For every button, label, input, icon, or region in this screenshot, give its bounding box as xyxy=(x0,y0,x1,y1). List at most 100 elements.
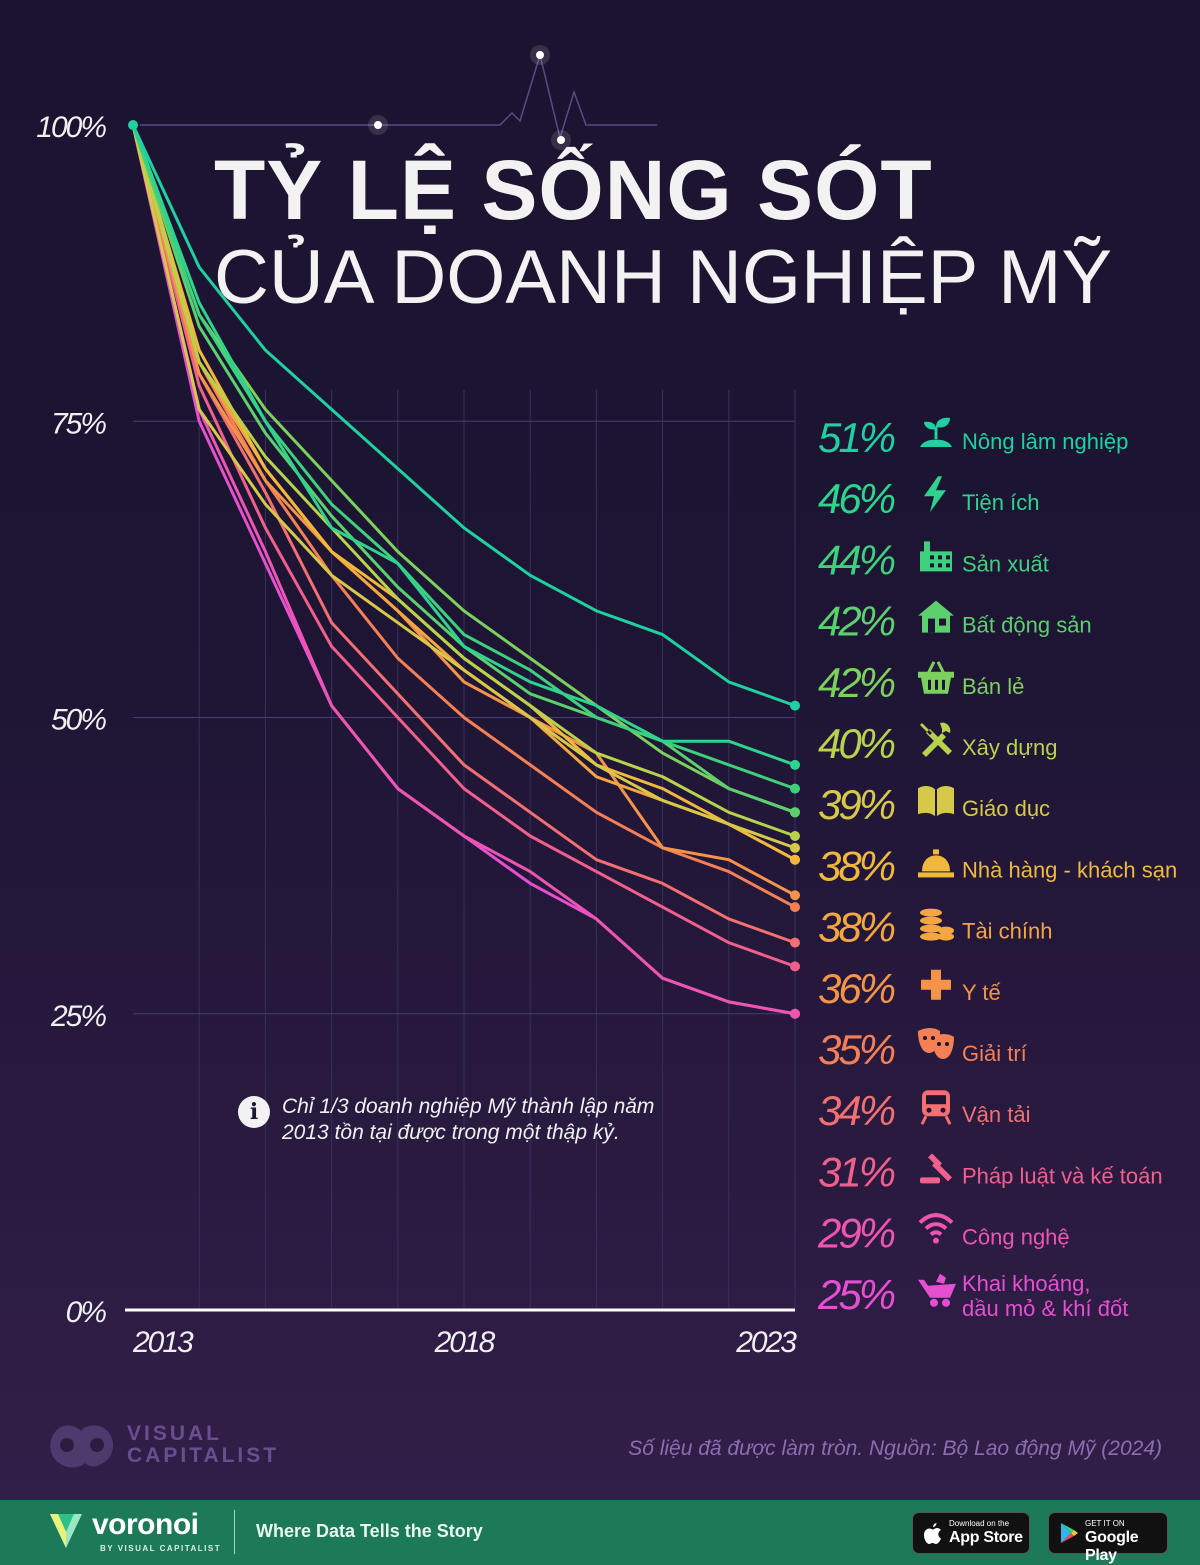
legend-label: Xây dựng xyxy=(962,735,1057,760)
legend-item: 44% Sản xuất xyxy=(818,536,1049,583)
lightning-icon xyxy=(924,476,946,513)
legend-percent: 42% xyxy=(818,659,895,706)
app-store-small-text: Download on the xyxy=(949,1519,1010,1528)
y-tick-label: 0% xyxy=(66,1296,107,1329)
wheelbarrow-icon xyxy=(918,1273,956,1307)
legend-label: Giáo dục xyxy=(962,796,1050,821)
series-line xyxy=(131,123,797,1016)
series-line xyxy=(131,123,797,767)
factory-icon xyxy=(920,541,952,572)
series-line xyxy=(131,123,797,909)
series-end-point xyxy=(790,700,800,711)
sparkle-dot xyxy=(557,136,565,144)
y-tick-label: 50% xyxy=(51,704,106,737)
legend-percent: 42% xyxy=(818,598,895,645)
legend-percent: 44% xyxy=(818,536,895,583)
google-play-button[interactable]: GET IT ON Google Play xyxy=(1048,1512,1168,1564)
legend-percent: 51% xyxy=(818,414,895,461)
legend-item: 39% Giáo dục xyxy=(818,781,1050,828)
legend-item: 46% Tiện ích xyxy=(818,475,1039,522)
legend-percent: 31% xyxy=(818,1148,895,1195)
legend-item: 25% Khai khoáng,dầu mỏ & khí đốt xyxy=(817,1271,1128,1321)
legend-label: dầu mỏ & khí đốt xyxy=(962,1296,1128,1321)
series-line xyxy=(131,123,797,968)
survival-chart: 100% 75% 50% 25% 0% 2013 2018 2023 51% Nông lâm… xyxy=(36,51,1178,1359)
footer-tagline: Where Data Tells the Story xyxy=(256,1521,483,1541)
chart-grid xyxy=(125,390,796,1312)
x-tick-label: 2023 xyxy=(735,1326,797,1359)
series-end-point xyxy=(790,890,800,901)
series-line xyxy=(131,123,797,814)
source-note: Số liệu đã được làm tròn. Nguồn: Bộ Lao … xyxy=(628,1437,1162,1460)
vc-word-2: CAPITALIST xyxy=(127,1444,280,1467)
legend-label: Công nghệ xyxy=(962,1225,1070,1250)
series-lines xyxy=(128,120,800,1019)
apple-icon xyxy=(924,1523,941,1544)
legend-item: 42% Bất động sản xyxy=(818,598,1092,645)
legend-item: 51% Nông lâm nghiệp xyxy=(818,414,1128,461)
legend-item: 40% Xây dựng xyxy=(818,720,1057,767)
wifi-icon xyxy=(918,1213,954,1244)
google-play-small-text: GET IT ON xyxy=(1085,1519,1125,1528)
legend-item: 35% Giải trí xyxy=(818,1026,1027,1073)
sparkline xyxy=(140,52,657,141)
x-axis-ticks: 2013 2018 2023 xyxy=(132,1326,799,1359)
x-tick-label: 2018 xyxy=(434,1326,496,1359)
legend-percent: 38% xyxy=(818,904,895,951)
visual-capitalist-wordmark: VISUAL CAPITALIST xyxy=(127,1423,279,1467)
footer-bar: voronoi BY VISUAL CAPITALIST Where Data … xyxy=(0,1500,1200,1565)
legend-item: 38% Nhà hàng - khách sạn xyxy=(818,842,1177,889)
series-end-point xyxy=(790,902,800,913)
series-end-point xyxy=(790,854,800,865)
legend-label: Sản xuất xyxy=(962,551,1049,576)
legend-item: 31% Pháp luật và kế toán xyxy=(818,1148,1163,1195)
legend-label: Khai khoáng, xyxy=(962,1271,1090,1296)
voronoi-logo-icon xyxy=(50,1514,82,1548)
info-icon: i xyxy=(238,1096,270,1128)
legend-item: 38% Tài chính xyxy=(818,904,1053,951)
masks-icon xyxy=(918,1028,954,1059)
legend-label: Bán lẻ xyxy=(962,674,1024,699)
legend: 51% Nông lâm nghiệp 46% Tiện ích 44% Sản xuất… xyxy=(817,414,1177,1321)
voronoi-brand[interactable]: voronoi xyxy=(92,1508,199,1541)
series-end-point xyxy=(790,831,800,841)
title-line-1: TỶ LỆ SỐNG SÓT xyxy=(214,143,933,237)
vc-word-1: VISUAL xyxy=(127,1422,223,1445)
legend-item: 42% Bán lẻ xyxy=(818,659,1024,706)
legend-label: Giải trí xyxy=(962,1041,1027,1066)
legend-label: Tiện ích xyxy=(962,490,1039,515)
voronoi-brand-sub: BY VISUAL CAPITALIST xyxy=(100,1544,222,1553)
legend-percent: 34% xyxy=(818,1087,895,1134)
legend-item: 29% Công nghệ xyxy=(817,1210,1070,1257)
gavel-icon xyxy=(920,1153,952,1184)
legend-percent: 36% xyxy=(818,965,895,1012)
house-icon xyxy=(918,600,954,633)
google-play-icon xyxy=(1061,1523,1078,1543)
train-icon xyxy=(920,1090,952,1125)
legend-percent: 38% xyxy=(818,842,895,889)
legend-percent: 35% xyxy=(818,1026,895,1073)
series-start-point xyxy=(128,120,138,130)
app-store-button[interactable]: Download on the App Store xyxy=(912,1512,1030,1554)
sparkle-dot xyxy=(536,51,544,59)
visual-capitalist-logo-icon xyxy=(50,1425,114,1468)
legend-percent: 46% xyxy=(818,475,895,522)
series-end-point xyxy=(790,937,800,948)
series-end-point xyxy=(790,759,800,770)
basket-icon xyxy=(918,661,954,694)
app-store-big-text: App Store xyxy=(949,1529,1023,1546)
series-end-point xyxy=(790,961,800,972)
legend-label: Bất động sản xyxy=(962,613,1092,638)
series-end-point xyxy=(790,807,800,818)
footer-divider xyxy=(234,1510,235,1554)
info-note-text: Chỉ 1/3 doanh nghiệp Mỹ thành lập năm 20… xyxy=(282,1095,655,1145)
y-axis-ticks: 100% 75% 50% 25% 0% xyxy=(36,111,108,1329)
legend-label: Y tế xyxy=(962,980,1001,1005)
legend-label: Pháp luật và kế toán xyxy=(962,1163,1163,1188)
series-line xyxy=(131,123,797,945)
legend-label: Nhà hàng - khách sạn xyxy=(962,857,1177,882)
sparkle-dot xyxy=(374,121,382,129)
y-tick-label: 100% xyxy=(36,111,106,144)
legend-label: Nông lâm nghiệp xyxy=(962,429,1128,454)
legend-percent: 40% xyxy=(818,720,895,767)
